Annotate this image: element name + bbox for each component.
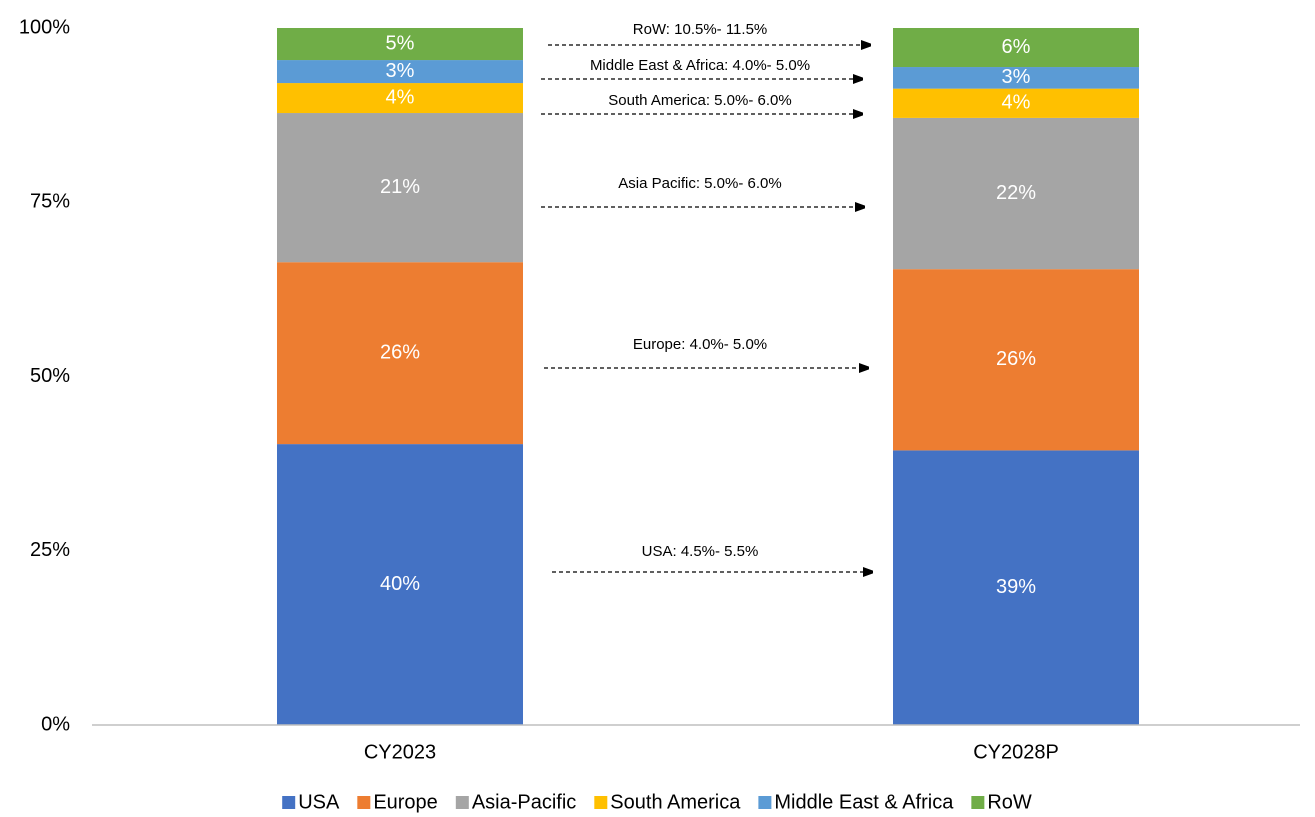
data-label: 39% bbox=[996, 576, 1036, 598]
x-tick-label: CY2023 bbox=[364, 741, 436, 763]
bar-segment bbox=[893, 117, 1139, 270]
y-tick-label: 50% bbox=[30, 365, 70, 387]
annotation: South America: 5.0%- 6.0% bbox=[608, 92, 791, 109]
bar-segment bbox=[893, 67, 1139, 89]
annotation: USA: 4.5%- 5.5% bbox=[642, 543, 759, 560]
y-tick-label: 75% bbox=[30, 191, 70, 213]
bar-segment bbox=[277, 444, 523, 725]
bar-segment bbox=[277, 83, 523, 114]
annotation: Asia Pacific: 5.0%- 6.0% bbox=[618, 175, 781, 192]
bar-segment bbox=[277, 60, 523, 84]
annotation: Europe: 4.0%- 5.0% bbox=[633, 336, 767, 353]
x-tick-label: CY2028P bbox=[973, 741, 1059, 763]
data-label: 4% bbox=[386, 86, 415, 108]
annotation: RoW: 10.5%- 11.5% bbox=[633, 21, 768, 38]
data-label: 40% bbox=[380, 573, 420, 595]
data-label: 3% bbox=[386, 60, 415, 82]
data-label: 4% bbox=[1002, 92, 1031, 114]
legend-swatch bbox=[357, 796, 371, 809]
bar-segment bbox=[277, 262, 523, 445]
bar-segment bbox=[893, 88, 1139, 118]
bar-segment bbox=[277, 113, 523, 263]
bar-segment bbox=[893, 28, 1139, 68]
legend-label: RoW bbox=[987, 791, 1032, 813]
legend-swatch bbox=[758, 796, 772, 809]
legend-label: Asia-Pacific bbox=[472, 791, 576, 813]
data-label: 21% bbox=[380, 176, 420, 198]
data-label: 6% bbox=[1002, 36, 1031, 58]
y-tick-label: 100% bbox=[19, 16, 70, 38]
legend-swatch bbox=[594, 796, 608, 809]
bar-segment bbox=[893, 450, 1139, 725]
annotation: Middle East & Africa: 4.0%- 5.0% bbox=[590, 57, 810, 74]
legend-label: South America bbox=[610, 791, 741, 813]
data-label: 22% bbox=[996, 182, 1036, 204]
legend-label: USA bbox=[298, 791, 340, 813]
data-label: 5% bbox=[386, 32, 415, 54]
legend-swatch bbox=[455, 796, 469, 809]
data-label: 3% bbox=[1002, 66, 1031, 88]
y-tick-label: 25% bbox=[30, 539, 70, 561]
legend-swatch bbox=[971, 796, 985, 809]
bar-segment bbox=[893, 269, 1139, 451]
bar-segment bbox=[277, 28, 523, 61]
legend-label: Europe bbox=[373, 791, 438, 813]
legend-label: Middle East & Africa bbox=[774, 791, 954, 813]
y-tick-label: 0% bbox=[41, 713, 70, 735]
data-label: 26% bbox=[380, 341, 420, 363]
legend-swatch bbox=[282, 796, 296, 809]
data-label: 26% bbox=[996, 348, 1036, 370]
